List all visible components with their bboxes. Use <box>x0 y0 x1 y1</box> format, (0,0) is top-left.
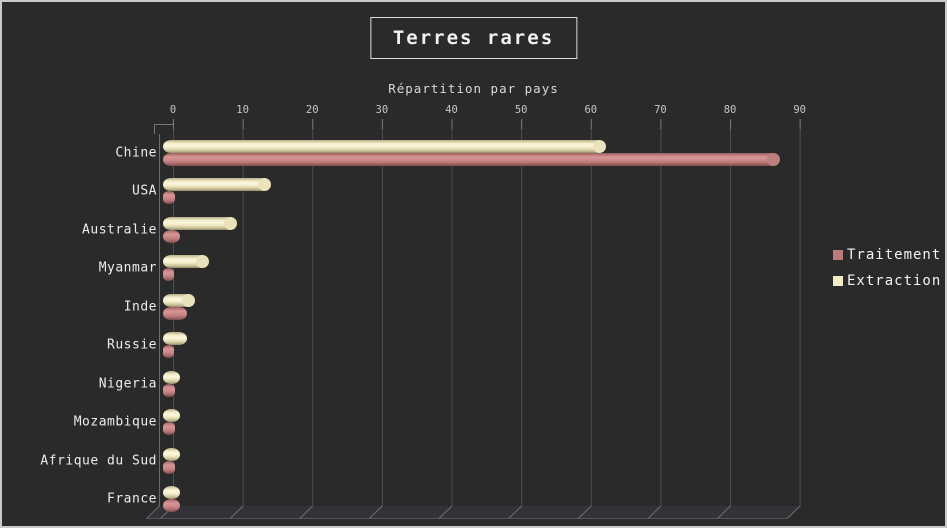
bar-end-cap <box>181 293 195 307</box>
bar-extraction-nigeria[interactable] <box>163 370 180 384</box>
bar-extraction-inde[interactable] <box>163 293 195 307</box>
bar-extraction-myanmar[interactable] <box>163 255 209 269</box>
legend-swatch-icon <box>833 250 843 260</box>
bar-extraction-chine[interactable] <box>163 139 606 153</box>
category-label: Nigeria <box>98 376 157 392</box>
bar-end-cap <box>195 255 209 269</box>
legend-entry-extraction[interactable]: Extraction <box>833 268 941 294</box>
category-label: Inde <box>123 299 157 315</box>
bar-traitement-nigeria[interactable] <box>163 383 176 397</box>
chart-subtitle: Répartition par pays <box>388 81 559 96</box>
gridline-floor-diagonal <box>717 505 731 519</box>
category-label: Australie <box>82 222 157 238</box>
chart-title: Terres rares <box>369 17 578 59</box>
category-label: Myanmar <box>98 260 157 276</box>
gridline-floor-diagonal <box>786 505 801 519</box>
bar-traitement-chine[interactable] <box>163 152 780 166</box>
gridline-floor-diagonal <box>438 505 453 519</box>
legend-entry-traitement[interactable]: Traitement <box>833 242 941 268</box>
category-label: Afrique du Sud <box>40 453 157 469</box>
bar-traitement-mozambique[interactable] <box>163 422 176 436</box>
category-label: France <box>107 491 157 507</box>
gridline-floor-diagonal <box>508 505 522 519</box>
legend-label: Traitement <box>847 247 942 263</box>
gridline-floor-diagonal <box>647 505 662 519</box>
x-axis-tick-label: 70 <box>654 104 667 116</box>
bar-extraction-australie[interactable] <box>163 216 237 230</box>
bar-traitement-inde[interactable] <box>163 306 187 320</box>
y-axis-floor-edge <box>146 505 160 519</box>
legend-swatch-icon <box>833 276 843 286</box>
bar-end-cap <box>223 216 237 230</box>
bar-traitement-myanmar[interactable] <box>163 268 175 282</box>
x-axis-tick-label: 40 <box>445 104 458 116</box>
x-axis-tick-label: 10 <box>236 104 249 116</box>
floor-3d <box>146 506 800 519</box>
bar-end-cap <box>258 178 272 192</box>
gridline-floor-diagonal <box>369 505 383 519</box>
x-axis-tick-label: 0 <box>169 104 177 116</box>
x-axis-tick-label: 60 <box>584 104 598 116</box>
bar-extraction-afrique-du-sud[interactable] <box>163 447 180 461</box>
category-label: Russie <box>107 337 157 353</box>
bar-traitement-usa[interactable] <box>163 191 176 205</box>
bar-traitement-australie[interactable] <box>163 229 180 243</box>
bar-traitement-afrique-du-sud[interactable] <box>163 460 176 474</box>
gridline-floor-diagonal <box>299 505 314 519</box>
bar-extraction-usa[interactable] <box>163 178 272 192</box>
x-axis-tick-label: 20 <box>305 104 319 116</box>
bar-traitement-russie[interactable] <box>163 345 175 359</box>
gridline-floor-diagonal <box>577 505 592 519</box>
bar-extraction-russie[interactable] <box>163 332 187 346</box>
x-axis-tick-label: 50 <box>514 104 528 116</box>
x-axis-tick-label: 80 <box>723 104 737 116</box>
legend-label: Extraction <box>847 273 942 289</box>
bar-end-cap <box>766 152 780 166</box>
x-axis-tick-label: 90 <box>793 104 806 116</box>
category-label: Chine <box>115 145 157 160</box>
gridline-floor-diagonal <box>229 505 244 519</box>
category-label: USA <box>132 183 157 199</box>
x-axis-tick-label: 30 <box>375 104 389 116</box>
bar-extraction-france[interactable] <box>163 486 180 500</box>
bar-end-cap <box>592 139 606 153</box>
bar-traitement-france[interactable] <box>163 499 180 513</box>
category-label: Mozambique <box>73 414 157 430</box>
legend: Traitement Extraction <box>833 242 941 294</box>
bar-extraction-mozambique[interactable] <box>163 409 180 423</box>
